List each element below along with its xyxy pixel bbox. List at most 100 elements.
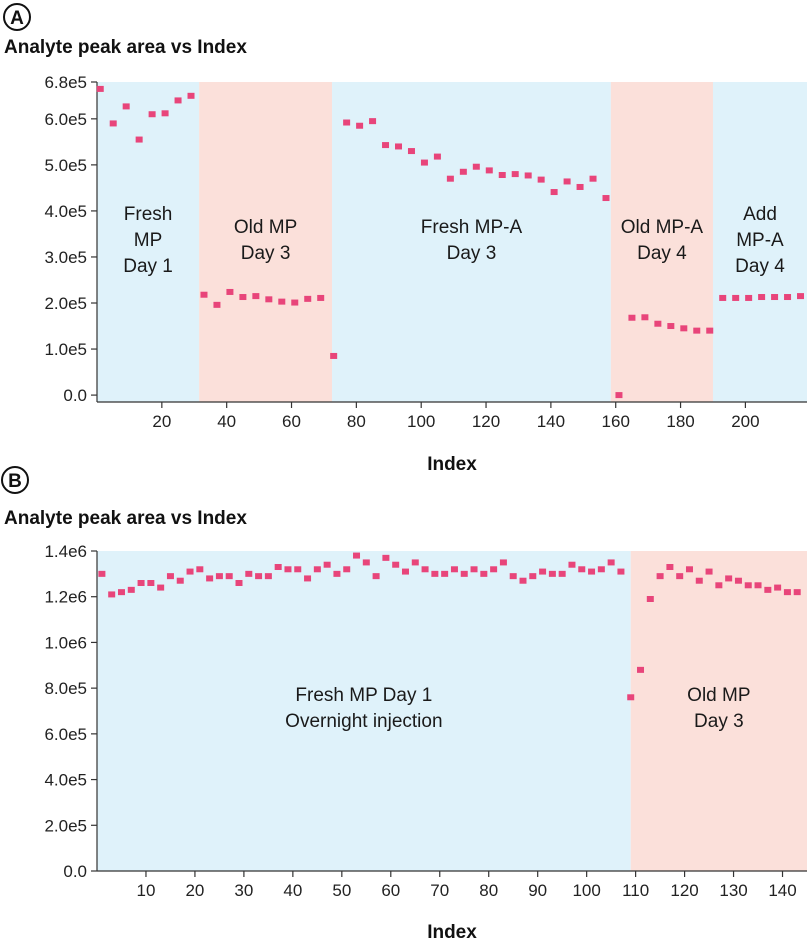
panel-b-data-point [607,559,615,566]
panel-b-data-point [793,589,801,596]
panel-a-data-point [239,294,247,301]
panel-b-x-tick-label: 100 [572,881,600,900]
panel-b-data-point [744,582,752,589]
panel-a-region-2-label-line-1: Old MP [234,217,297,238]
panel-a-region-3 [332,82,611,402]
panel-b-title: Analyte peak area vs Index [4,508,247,529]
panel-a-data-point [369,118,377,125]
panel-b-data-point [225,573,233,580]
panel-a-x-tick-label: 120 [472,412,500,431]
panel-a-region-4 [610,82,713,402]
panel-b-y-tick-label: 1.0e6 [44,633,87,652]
panel-b-y-tick-label: 1.4e6 [44,542,87,561]
panel-a-data-point [524,172,532,179]
panel-b-data-point [774,584,782,591]
panel-b-data-point [186,568,194,575]
panel-a-data-point [745,294,753,301]
panel-a-data-point [693,327,701,334]
panel-a-y-tick-label: 3.0e5 [44,248,87,267]
panel-a-y-tick-label: 4.0e5 [44,202,87,221]
panel-b-data-point [764,586,772,593]
panel-a-data-point [628,314,636,321]
panel-b-x-tick-label: 130 [719,881,747,900]
panel-b-data-point [157,584,165,591]
panel-a-data-point [758,294,766,301]
panel-b: B Analyte peak area vs Index Fresh MP Da… [1,466,807,943]
panel-a-data-point [719,294,727,301]
panel-a-data-point [446,175,454,182]
panel-b-data-point [215,573,223,580]
panel-a-x-tick-label: 40 [217,412,236,431]
panel-a-data-point [265,296,273,303]
panel-a-data-point [498,172,506,179]
panel-a-data-point [797,293,805,300]
panel-a-region-4-label-line-2: Day 4 [637,243,687,264]
panel-b-data-point [411,559,419,566]
panel-b-x-tick-label: 140 [768,881,796,900]
panel-b-x-tick-label: 60 [381,881,400,900]
panel-a-data-point [96,85,104,92]
panel-a-data-point [550,189,558,196]
panel-b-y-tick-label: 6.0e5 [44,725,87,744]
panel-b-y-tick-label: 8.0e5 [44,679,87,698]
panel-a-data-point [278,298,286,305]
panel-b-data-point [490,566,498,573]
panel-b-x-tick-label: 90 [528,881,547,900]
panel-b-data-point [460,570,468,577]
panel-a-region-5 [712,82,807,402]
panel-a-data-point [291,299,299,306]
panel-a-data-point [706,327,714,334]
panel-a-data-point [537,176,545,183]
panel-a-data-point [200,291,208,298]
panel-a-y-tick-label: 0.0 [63,386,87,405]
panel-a-data-point [615,392,623,399]
panel-a-plot-area: Fresh MP Day 1 Old MP Day 3 Fresh MP-A Day 3 Ol… [44,73,807,431]
panel-a-title: Analyte peak area vs Index [4,37,247,58]
panel-a-data-point [589,175,597,182]
panel-a-data-point [226,288,234,295]
panel-b-data-point [206,575,214,582]
panel-b-data-point [196,566,204,573]
panel-b-data-point [108,591,116,598]
panel-b-data-point [431,570,439,577]
panel-a-data-point [732,294,740,301]
panel-b-data-point [499,559,507,566]
panel-b-plot-area: Fresh MP Day 1 Overnight injection Old MP D… [44,542,807,900]
panel-b-region-1 [97,551,631,871]
panel-a-region-2 [199,82,333,402]
panel-b-region-2-label-line-1: Old MP [687,685,750,706]
panel-a-data-point [187,92,195,99]
panel-a-x-tick-label: 80 [347,412,366,431]
panel-a-region-1-label-line-2: MP [134,230,163,251]
panel-a-data-point [407,148,415,155]
panel-b-data-point [470,566,478,573]
panel-a-region-1-label-line-1: Fresh [124,204,173,225]
panel-a-x-tick-label: 140 [537,412,565,431]
panel-b-region-2-label-line-2: Day 3 [694,711,744,732]
panel-b-x-tick-label: 50 [332,881,351,900]
panel-b-data-point [480,570,488,577]
panel-a-data-point [667,323,675,330]
panel-a-region-3-label-line-2: Day 3 [447,243,497,264]
panel-a-letter: A [10,8,24,29]
panel-b-data-point [304,575,312,582]
panel-a-data-point [109,120,117,127]
panel-b-data-point [617,568,625,575]
panel-a-data-point [602,195,610,202]
panel-a-y-tick-label: 6.0e5 [44,110,87,129]
panel-a-region-5-label-line-2: MP-A [736,230,784,251]
panel-b-data-point [450,566,458,573]
panel-a-data-point [252,293,260,300]
panel-b-data-point [754,582,762,589]
panel-b-x-tick-label: 40 [283,881,302,900]
panel-a-data-point [771,294,779,301]
panel-a-region-2-label-line-2: Day 3 [241,243,291,264]
panel-b-data-point [568,561,576,568]
panel-b-data-point [137,580,145,586]
panel-b-data-point [147,580,155,586]
panel-b-data-point [353,552,361,559]
panel-a-data-point [343,119,351,126]
panel-b-data-point [539,568,547,575]
panel-a-region-4-label-line-1: Old MP-A [621,217,704,238]
panel-b-x-tick-label: 20 [185,881,204,900]
